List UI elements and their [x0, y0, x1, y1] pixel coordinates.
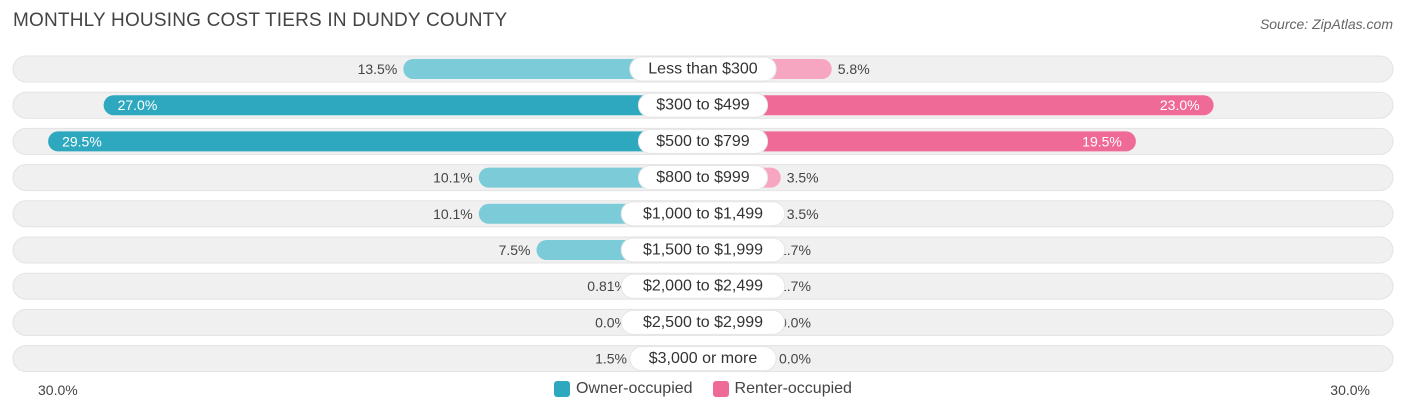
category-label-pill	[620, 201, 786, 227]
diverging-bar-chart: 13.5% 5.8% Less than $300 27.0% 23.0% $300 to…	[12, 55, 1394, 373]
legend-item-owner[interactable]: Owner-occupied	[554, 380, 693, 398]
renter-value-label: 0.0%	[779, 351, 811, 367]
renter-value-label: 23.0%	[1160, 97, 1200, 113]
renter-value-label: 3.5%	[787, 206, 819, 222]
category-label-pill	[620, 309, 786, 335]
owner-value-label: 0.81%	[587, 278, 627, 294]
axis-label-right: 30.0%	[1330, 382, 1370, 398]
owner-bar	[48, 131, 704, 152]
owner-value-label: 27.0%	[118, 97, 158, 113]
category-label-pill	[620, 237, 786, 263]
category-label-pill	[629, 346, 777, 372]
category-label: Less than $300	[648, 61, 758, 78]
legend-owner-label: Owner-occupied	[576, 380, 693, 397]
owner-bar	[403, 59, 703, 79]
category-label: $1,500 to $1,999	[643, 242, 763, 259]
owner-value-label: 10.1%	[433, 170, 473, 186]
renter-value-label: 0.0%	[779, 314, 811, 330]
renter-value-label: 1.7%	[779, 278, 811, 294]
renter-bar	[703, 95, 1214, 116]
category-label: $3,000 or more	[649, 350, 758, 367]
category-label-pill	[629, 56, 777, 82]
category-label-pill	[637, 165, 769, 191]
category-label-pill	[620, 273, 786, 299]
category-label-pill	[637, 92, 769, 118]
category-label: $2,000 to $2,499	[643, 278, 763, 295]
owner-value-label: 13.5%	[358, 61, 398, 77]
renter-value-label: 5.8%	[838, 61, 870, 77]
legend-renter-label: Renter-occupied	[734, 380, 852, 397]
source-note: Source: ZipAtlas.com	[1259, 16, 1393, 32]
owner-swatch	[554, 381, 571, 397]
owner-bar	[103, 95, 704, 116]
renter-value-label: 19.5%	[1082, 133, 1122, 149]
category-label: $1,000 to $1,499	[643, 205, 763, 222]
renter-bar	[703, 131, 1136, 152]
renter-value-label: 3.5%	[787, 170, 819, 186]
category-label: $300 to $499	[656, 97, 750, 114]
axis-label-left: 30.0%	[38, 382, 78, 398]
legend-item-renter[interactable]: Renter-occupied	[712, 380, 852, 398]
chart-title: MONTHLY HOUSING COST TIERS IN DUNDY COUN…	[13, 10, 508, 31]
legend: Owner-occupied Renter-occupied	[0, 380, 1406, 398]
category-label-pill	[637, 128, 769, 154]
owner-value-label: 29.5%	[62, 133, 102, 149]
category-label: $2,500 to $2,999	[643, 314, 763, 331]
renter-swatch	[712, 381, 729, 397]
category-label: $500 to $799	[656, 133, 750, 150]
category-label: $800 to $999	[656, 169, 750, 186]
owner-value-label: 1.5%	[595, 351, 627, 367]
renter-value-label: 1.7%	[779, 242, 811, 258]
owner-value-label: 10.1%	[433, 206, 473, 222]
owner-value-label: 0.0%	[595, 314, 627, 330]
owner-value-label: 7.5%	[499, 242, 531, 258]
